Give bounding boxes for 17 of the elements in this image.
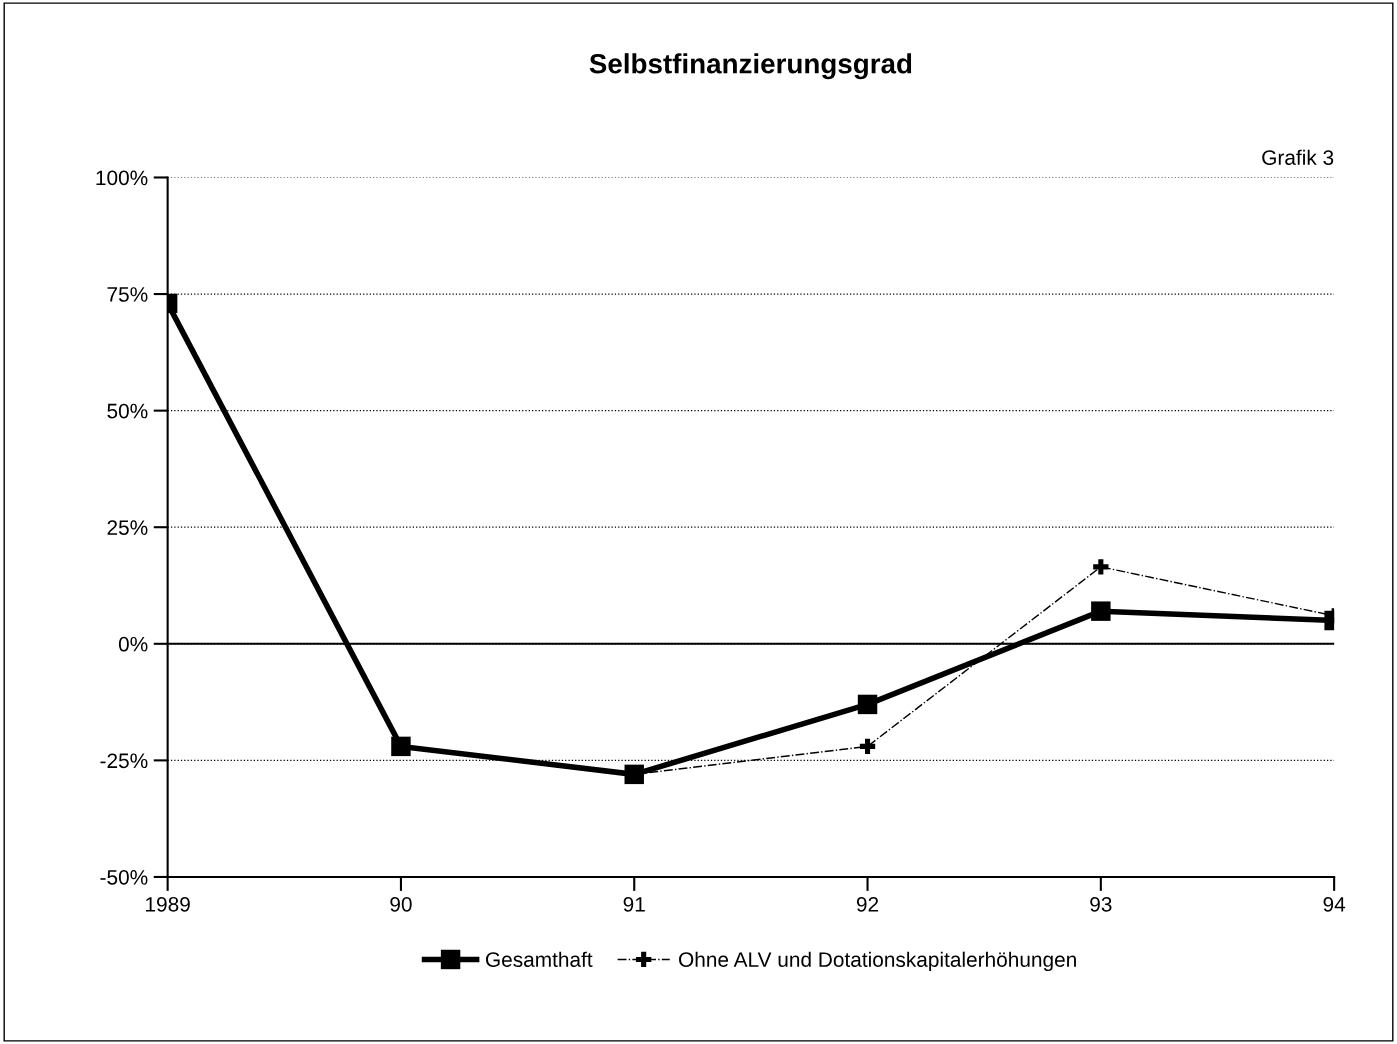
y-tick-label: 25% [107, 520, 148, 535]
x-tick-label: 90 [390, 896, 412, 912]
text: Grafik 3 [1262, 149, 1334, 165]
y-tick-label: 100% [96, 170, 148, 186]
x-tick-label: 94 [1323, 896, 1346, 912]
y-tick-label: -50% [100, 869, 148, 885]
x-tick-label: 92 [856, 896, 879, 912]
x-tick-label: 93 [1090, 896, 1112, 912]
y-tick-label: -25% [100, 753, 148, 769]
chart-title: Selbstfinanzierungsgrad [589, 53, 912, 80]
y-tick-label: 75% [107, 287, 148, 302]
y-tick-label: 0% [118, 636, 148, 652]
legend-label: Gesamthaft [485, 951, 593, 967]
y-tick-label: 50% [107, 403, 148, 419]
x-tick-label: 1989 [146, 896, 190, 912]
x-tick-label: 91 [623, 896, 645, 912]
legend-label: Ohne ALV und Dotationskapitalerhöhungen [679, 951, 1076, 972]
